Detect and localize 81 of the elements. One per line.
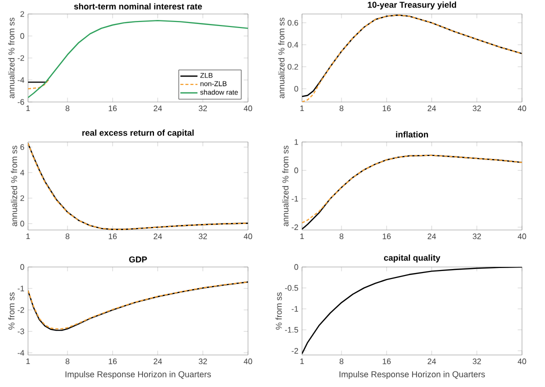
y-axis-title: annualized % from ss <box>10 146 18 226</box>
x-tick-label: 24 <box>428 358 436 364</box>
x-tick-label: 32 <box>198 106 207 112</box>
y-tick-label: -0.5 <box>285 285 298 291</box>
x-tick-label: 32 <box>472 106 481 112</box>
y-axis-title: % from ss <box>8 292 14 330</box>
y-tick-label: -2 <box>18 55 24 61</box>
chart-title: short-term nominal interest rate <box>74 3 202 10</box>
line-series <box>28 20 248 98</box>
chart-title: GDP <box>129 256 147 262</box>
y-tick-label: -1 <box>292 196 298 202</box>
x-tick-label: 40 <box>244 358 252 364</box>
chart-title: real excess return of capital <box>82 130 194 138</box>
x-tick-label: 16 <box>382 358 391 364</box>
y-tick-label: 4 <box>20 170 24 176</box>
y-tick-label: 0 <box>20 264 24 270</box>
x-tick-label: 16 <box>382 234 391 240</box>
x-tick-label: 8 <box>340 234 344 240</box>
x-tick-label: 32 <box>472 234 481 240</box>
x-tick-label: 32 <box>198 234 207 240</box>
x-tick-label: 8 <box>66 106 70 112</box>
y-axis-title: annualized % from ss <box>8 18 14 98</box>
x-tick-label: 8 <box>66 234 70 240</box>
y-tick-label: 2 <box>20 195 24 201</box>
x-tick-label: 32 <box>198 358 207 364</box>
y-axis-title: % from ss <box>276 292 282 330</box>
x-tick-label: 24 <box>154 234 162 240</box>
y-tick-label: -4 <box>18 77 24 83</box>
chart-title: capital quality <box>384 254 440 262</box>
y-tick-label: 0 <box>294 264 298 270</box>
y-tick-label: -2 <box>292 224 298 230</box>
y-tick-label: -1 <box>292 306 298 312</box>
y-tick-label: 0.2 <box>288 64 298 70</box>
y-tick-label: 0 <box>20 220 24 226</box>
chart-title: inflation <box>396 131 428 138</box>
x-tick-label: 1 <box>300 234 304 240</box>
y-tick-label: 1 <box>294 139 298 145</box>
y-tick-label: -1.5 <box>285 327 298 333</box>
x-tick-label: 1 <box>300 358 304 364</box>
y-axis-title: annualized % from ss <box>282 146 288 226</box>
y-tick-label: 0 <box>294 86 298 92</box>
chart-title: 10-year Treasury yield <box>368 2 456 10</box>
x-tick-label: 1 <box>26 234 30 240</box>
x-tick-label: 1 <box>26 358 30 364</box>
y-tick-label: -1 <box>18 286 24 292</box>
x-tick-label: 1 <box>300 106 304 112</box>
x-tick-label: 8 <box>66 358 70 364</box>
x-axis-title: Impulse Response Horizon in Quarters <box>340 371 485 379</box>
x-tick-label: 24 <box>428 106 436 112</box>
x-tick-label: 40 <box>518 234 526 240</box>
line-series <box>302 266 522 354</box>
y-tick-label: -2 <box>18 307 24 313</box>
y-tick-label: 0 <box>20 33 24 39</box>
y-tick-label: 0.6 <box>288 20 298 26</box>
x-tick-label: 16 <box>382 106 391 112</box>
y-tick-label: -4 <box>18 350 24 356</box>
y-tick-label: 0.4 <box>288 42 298 48</box>
x-tick-label: 40 <box>244 106 252 112</box>
y-tick-label: -2 <box>292 348 298 354</box>
y-tick-label: -3 <box>18 328 24 334</box>
x-tick-label: 32 <box>472 358 481 364</box>
x-tick-label: 8 <box>340 106 344 112</box>
x-tick-label: 24 <box>154 358 162 364</box>
x-tick-label: 16 <box>108 234 117 240</box>
line-series <box>28 79 49 90</box>
x-tick-label: 1 <box>26 106 30 112</box>
y-tick-label: -6 <box>18 99 24 105</box>
x-tick-label: 16 <box>108 106 117 112</box>
x-tick-label: 40 <box>518 106 526 112</box>
x-tick-label: 40 <box>244 234 252 240</box>
x-tick-label: 16 <box>108 358 117 364</box>
y-tick-label: 2 <box>20 11 24 17</box>
x-tick-label: 24 <box>428 234 436 240</box>
x-axis-title: Impulse Response Horizon in Quarters <box>66 371 211 379</box>
x-tick-label: 40 <box>518 358 526 364</box>
y-tick-label: 0 <box>294 168 298 174</box>
line-series <box>28 142 248 230</box>
x-tick-label: 8 <box>340 358 344 364</box>
y-axis-title: annualized % from ss <box>278 18 284 98</box>
y-tick-label: 6 <box>20 144 24 150</box>
x-tick-label: 24 <box>154 106 162 112</box>
